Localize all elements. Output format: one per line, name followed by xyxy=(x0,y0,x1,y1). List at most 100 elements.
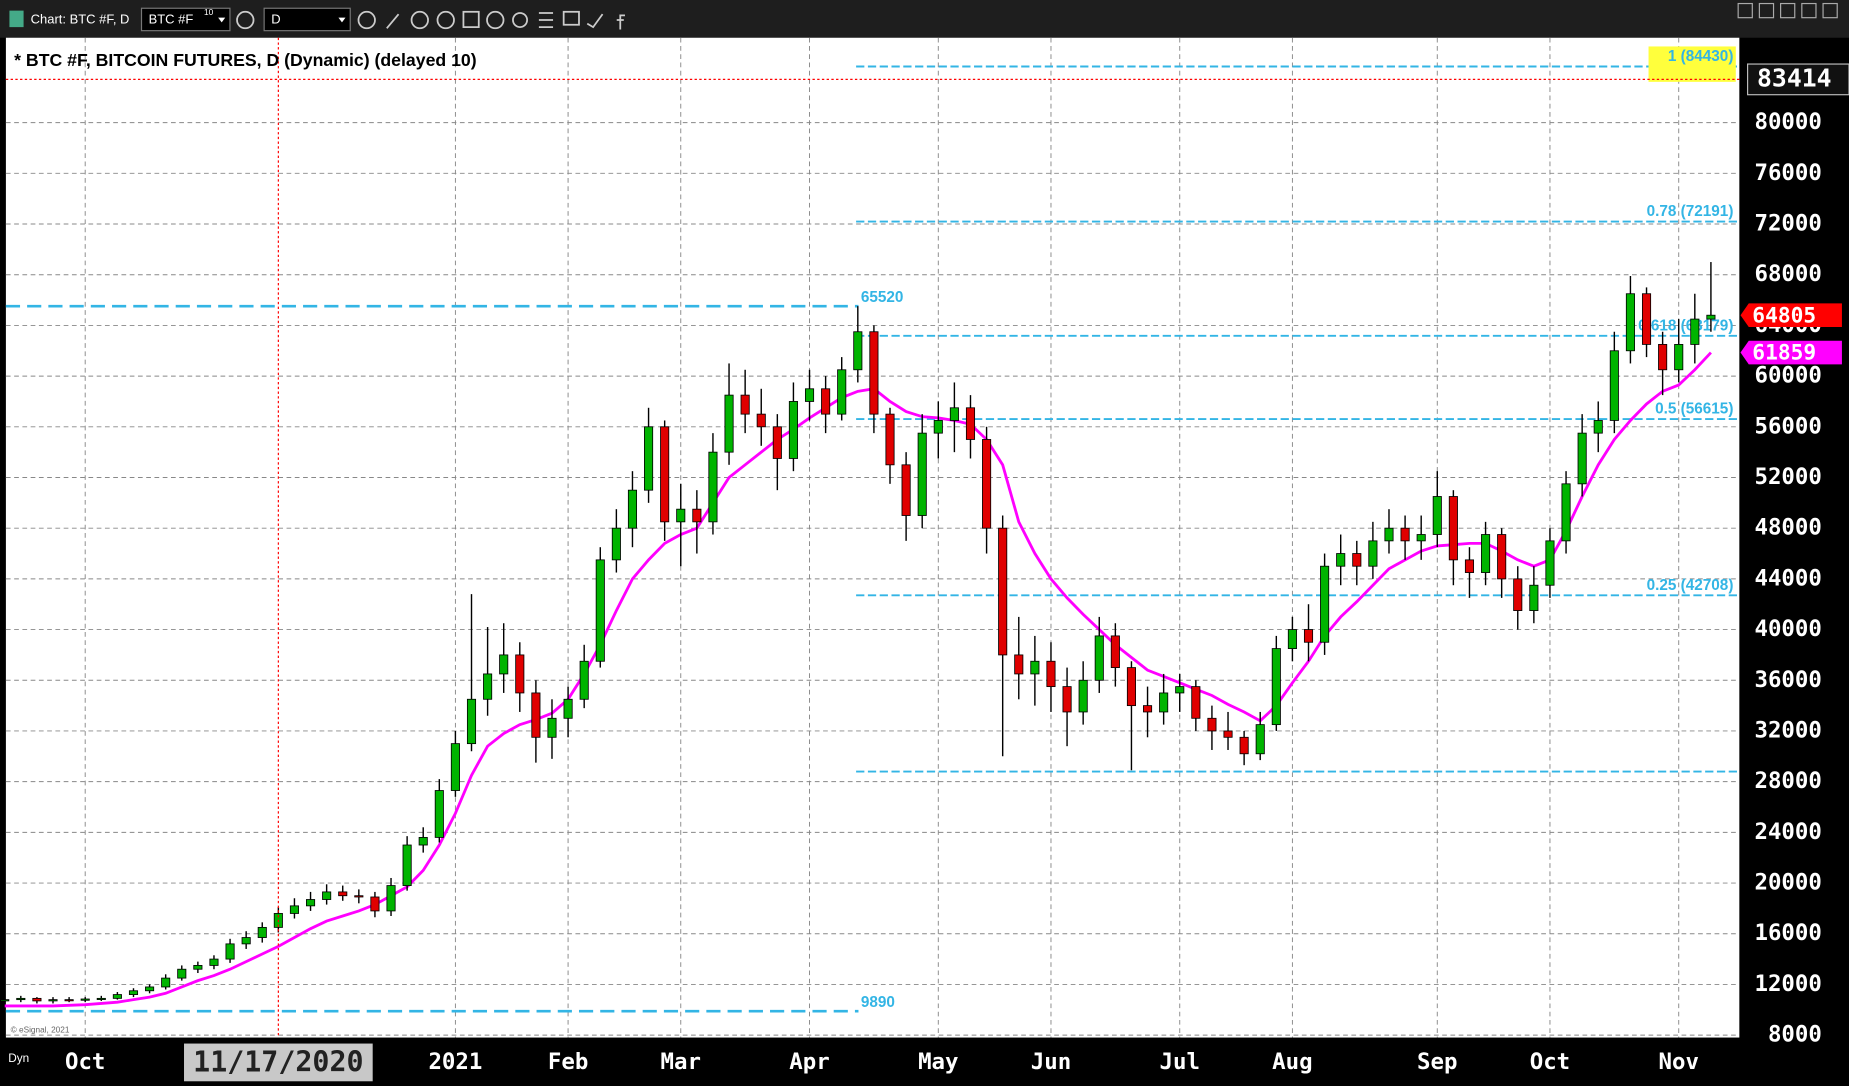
y-tick-label: 20000 xyxy=(1754,870,1821,896)
minimize-button[interactable] xyxy=(1758,2,1775,19)
candle-body xyxy=(306,899,316,907)
candle-body xyxy=(1239,736,1249,755)
symbol-count: 10 xyxy=(204,8,214,17)
candle-body xyxy=(96,997,106,1000)
line-icon[interactable] xyxy=(386,13,400,29)
candle-body xyxy=(933,420,943,434)
candle-body xyxy=(177,968,187,979)
draw-icon[interactable] xyxy=(410,10,429,30)
y-tick-label: 52000 xyxy=(1754,464,1821,490)
y-tick-label: 76000 xyxy=(1754,160,1821,186)
help-button[interactable] xyxy=(1737,2,1753,19)
candle-body xyxy=(692,508,702,523)
y-tick-label: 72000 xyxy=(1754,211,1821,237)
candle-body xyxy=(1336,553,1346,567)
candle-body xyxy=(483,673,493,700)
candle-body xyxy=(1609,350,1619,421)
y-tick-label: 48000 xyxy=(1754,515,1821,541)
candle-body xyxy=(982,439,992,529)
candle-body xyxy=(1432,496,1442,535)
candle-body xyxy=(209,958,219,966)
maximize-button[interactable] xyxy=(1801,2,1817,19)
candle-body xyxy=(499,654,509,675)
link-icon[interactable] xyxy=(512,12,528,29)
candle-body xyxy=(32,997,42,1002)
candle-body xyxy=(804,388,815,402)
candle-body xyxy=(579,660,589,700)
y-tick-label: 60000 xyxy=(1754,363,1821,389)
facebook-icon[interactable] xyxy=(616,14,625,30)
candle-body xyxy=(370,896,380,912)
candle-body xyxy=(1271,648,1281,726)
candle-body xyxy=(1223,730,1233,738)
candle-body xyxy=(885,413,895,466)
candle-body xyxy=(466,698,477,745)
cursor-date-box xyxy=(184,1043,373,1082)
y-tick-label: 32000 xyxy=(1754,717,1821,743)
toolbar-icons xyxy=(357,10,625,30)
settings-icon[interactable] xyxy=(236,10,255,30)
y-tick-label: 24000 xyxy=(1754,819,1821,845)
candle-body xyxy=(1078,679,1088,713)
restore-button[interactable] xyxy=(1780,2,1796,19)
price-tag-label: 61859 xyxy=(1752,341,1816,366)
candle-body xyxy=(1110,635,1120,669)
level-label: 0.618 (63179) xyxy=(1638,317,1733,334)
candle-body xyxy=(1593,420,1603,434)
x-tick-label: Nov xyxy=(1658,1049,1698,1075)
candle-body xyxy=(1545,540,1555,586)
interval-box[interactable] xyxy=(263,7,351,32)
candle-body xyxy=(965,407,976,440)
price-tag xyxy=(1740,303,1842,328)
y-tick-label: 36000 xyxy=(1754,667,1821,693)
close-button[interactable] xyxy=(1822,2,1838,19)
list-icon[interactable] xyxy=(538,12,554,29)
candle-body xyxy=(1191,686,1201,719)
candle-body xyxy=(1706,314,1716,320)
candle-body xyxy=(1062,686,1072,713)
level-label: 0.78 (72191) xyxy=(1647,203,1734,220)
candle-body xyxy=(788,401,798,459)
candle-body xyxy=(1368,540,1378,567)
level-label: 0.25 (42708) xyxy=(1647,577,1734,594)
candle-body xyxy=(418,837,428,846)
candle-body xyxy=(257,926,267,938)
candle-body xyxy=(1014,654,1024,675)
candle-body xyxy=(16,997,26,1001)
candle-body xyxy=(1561,483,1571,542)
clock-icon[interactable] xyxy=(357,10,376,30)
candle-body xyxy=(1143,705,1153,713)
candle-body xyxy=(1416,534,1426,542)
candle-body xyxy=(1625,293,1635,352)
level-label: 65520 xyxy=(861,289,904,306)
chart-title: * BTC #F, BITCOIN FUTURES, D (Dynamic) (… xyxy=(14,50,477,70)
candle-body xyxy=(1529,584,1539,611)
candle-body xyxy=(1175,686,1185,694)
dropdown-arrow[interactable] xyxy=(338,17,346,23)
y-tick-label: 28000 xyxy=(1754,768,1821,794)
y-tick-label: 80000 xyxy=(1754,109,1821,135)
twitter-icon[interactable] xyxy=(586,13,604,29)
mode: Dyn xyxy=(8,1052,29,1065)
candle-body xyxy=(853,331,863,371)
play-icon[interactable] xyxy=(436,10,455,30)
candle-body xyxy=(1690,318,1700,345)
chat-icon[interactable] xyxy=(562,10,580,26)
candle-body xyxy=(901,464,911,516)
candle-body xyxy=(1287,629,1297,649)
candle-body xyxy=(161,977,171,988)
candle-body xyxy=(241,937,251,945)
candle-body xyxy=(917,432,927,516)
candle-body xyxy=(450,743,460,791)
app-icon xyxy=(9,10,24,28)
symbol-box[interactable] xyxy=(140,7,231,32)
dropdown-arrow[interactable] xyxy=(218,17,226,23)
window-controls xyxy=(1737,2,1838,19)
candle-body xyxy=(80,998,90,1001)
candle-body xyxy=(644,426,654,491)
alert-icon[interactable] xyxy=(486,10,505,30)
candle-body xyxy=(1303,629,1314,643)
candle-body xyxy=(193,965,203,970)
study-icon[interactable] xyxy=(462,10,480,29)
candle-body xyxy=(112,994,122,999)
